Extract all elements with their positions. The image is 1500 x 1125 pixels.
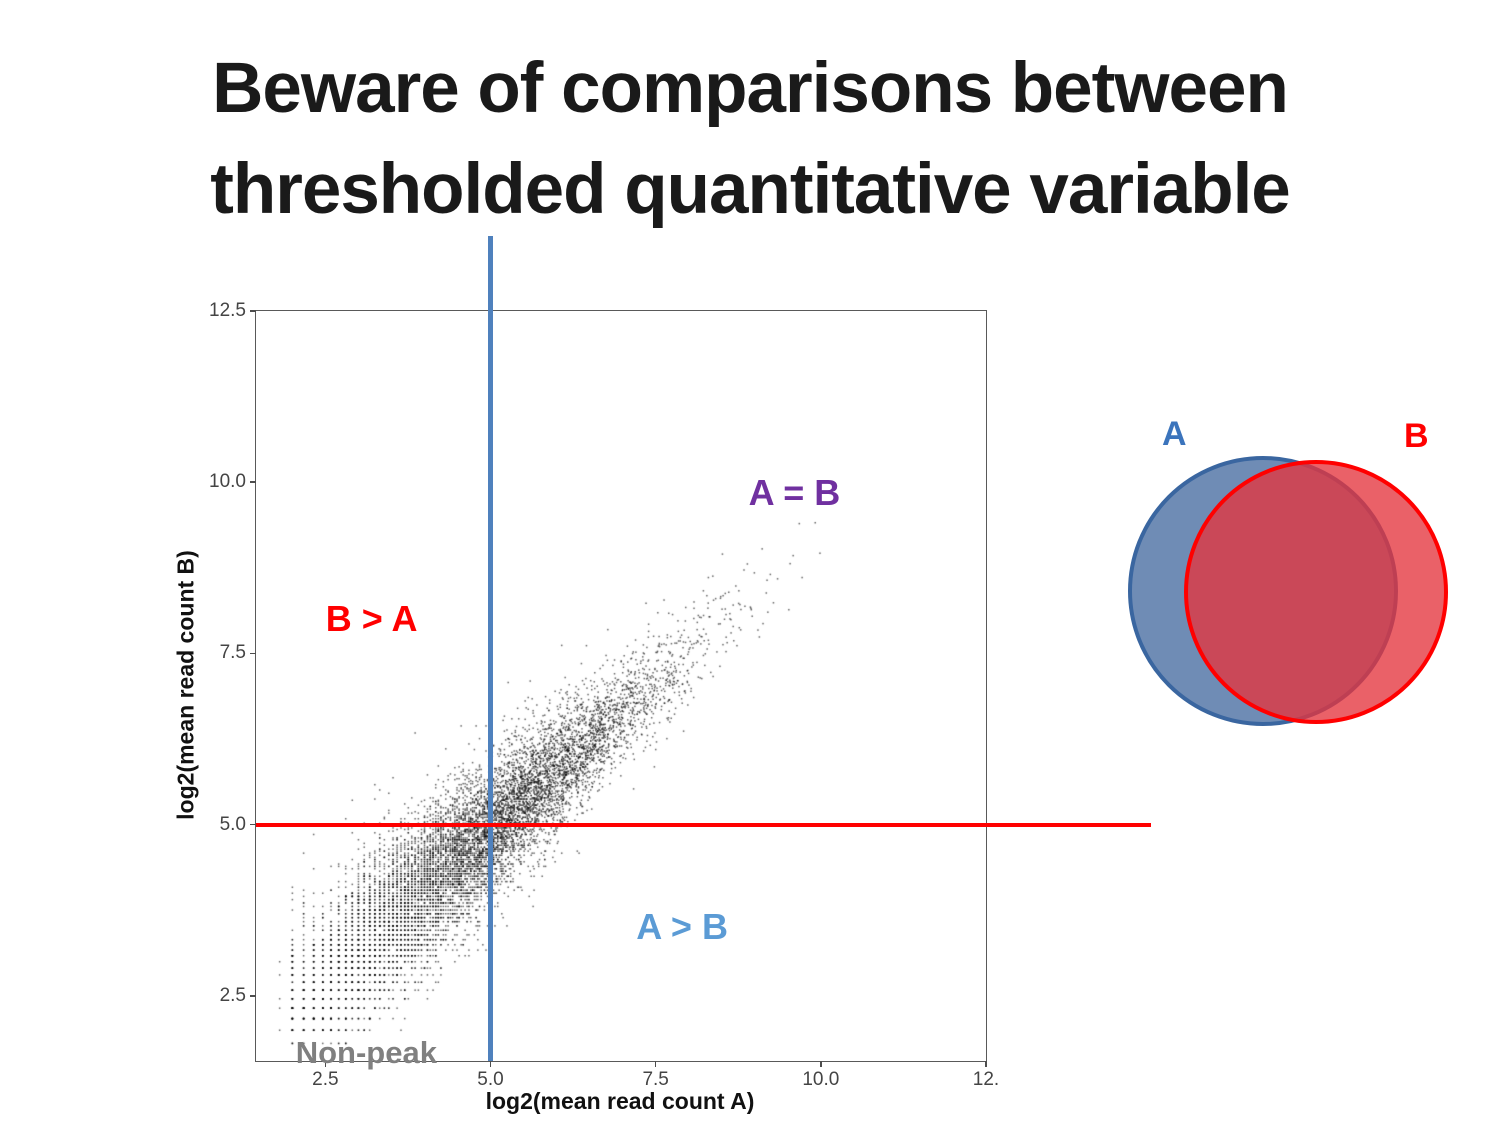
y-tick-mark (250, 310, 256, 312)
slide-title: Beware of comparisons between thresholde… (0, 38, 1500, 240)
region-label-b-greater-a: B > A (325, 598, 418, 640)
region-label-a-greater-b: A > B (636, 906, 728, 948)
x-tick-mark (324, 1061, 327, 1067)
title-line-2: thresholded quantitative variable (210, 150, 1291, 229)
x-tick-label: 12. (972, 1069, 1000, 1090)
scatter-plot-panel: 2.5 5.0 7.5 10.0 12. 2.5 5.0 7.5 10.0 12.5 A = B B … (209, 236, 1151, 1090)
x-tick-label: 2.5 (312, 1069, 339, 1090)
x-tick-mark (654, 1061, 657, 1067)
y-tick-mark (250, 995, 256, 997)
x-axis-label: log2(mean read count A) (485, 1088, 755, 1114)
venn-label-a: A (1162, 415, 1187, 453)
y-axis-label: log2(mean read count B) (172, 550, 199, 820)
scatter-points-canvas (256, 311, 986, 1061)
vertical-threshold-line (488, 236, 494, 1061)
x-tick-label: 5.0 (477, 1069, 504, 1090)
y-tick-label: 10.0 (209, 471, 246, 493)
y-tick-mark (250, 823, 256, 826)
venn-label-b: B (1404, 417, 1429, 455)
region-label-non-peak: Non-peak (295, 1035, 437, 1071)
region-label-a-equals-b: A = B (748, 471, 841, 513)
title-line-1: Beware of comparisons between (212, 49, 1289, 128)
venn-circle-b (1184, 460, 1448, 724)
x-tick-label: 10.0 (802, 1069, 840, 1090)
x-tick-mark (985, 1061, 987, 1067)
y-tick-mark (250, 481, 256, 483)
x-tick-mark (820, 1061, 822, 1067)
y-tick-mark (250, 652, 256, 655)
x-tick-label: 7.5 (642, 1069, 669, 1090)
x-tick-mark (489, 1061, 492, 1067)
horizontal-threshold-line (256, 822, 1151, 827)
y-tick-label: 5.0 (219, 813, 246, 835)
y-tick-label: 7.5 (219, 642, 246, 664)
y-tick-label: 2.5 (219, 984, 246, 1006)
y-tick-label: 12.5 (209, 300, 246, 321)
